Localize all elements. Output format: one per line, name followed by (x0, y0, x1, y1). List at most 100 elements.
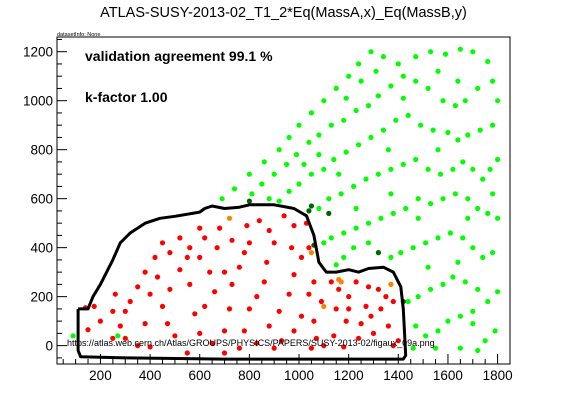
excluded-point (187, 245, 193, 251)
allowed-point (490, 191, 496, 197)
allowed-point (346, 73, 352, 79)
excluded-point (110, 308, 116, 314)
excluded-point (390, 298, 396, 305)
x-tick-label: 1600 (433, 368, 463, 383)
plot-frame (56, 36, 511, 365)
y-tick-label: 0 (45, 339, 53, 354)
excluded-point (266, 227, 272, 234)
allowed-point (259, 181, 265, 187)
excluded-point (167, 286, 173, 292)
allowed-point (356, 142, 362, 148)
allowed-point (400, 161, 406, 167)
allowed-point (455, 137, 461, 143)
allowed-point (284, 161, 290, 167)
allowed-point (423, 333, 429, 339)
excluded-point (321, 343, 327, 349)
allowed-point (385, 147, 391, 153)
allowed-point (326, 196, 332, 202)
excluded-point (313, 335, 319, 341)
allowed-point (351, 183, 357, 189)
excluded-point (291, 223, 297, 229)
allowed-point (321, 240, 327, 246)
kfactor-annotation: k-factor 1.00 (85, 89, 168, 105)
excluded-point (276, 308, 282, 314)
allowed-point (475, 347, 481, 354)
excluded-point (378, 306, 384, 312)
excluded-point (221, 350, 228, 356)
allowed-point (452, 191, 458, 197)
allowed-point (475, 286, 481, 292)
excluded-point (291, 328, 297, 334)
allowed-point (465, 196, 471, 202)
allowed-point (437, 171, 444, 177)
allowed-point (413, 78, 419, 84)
allowed-point (485, 58, 491, 65)
excluded-point (197, 330, 203, 336)
allowed-point (425, 166, 431, 172)
excluded-point (167, 250, 173, 256)
excluded-point (346, 294, 352, 300)
excluded-point (395, 338, 401, 344)
y-tick-label: 200 (30, 290, 53, 305)
allowed-point (231, 186, 238, 192)
allowed-point (321, 166, 327, 172)
allowed-point (333, 85, 339, 91)
allowed-point (115, 333, 121, 339)
excluded-point (207, 269, 213, 275)
excluded-point (261, 279, 267, 285)
allowed-point (445, 129, 451, 136)
allowed-point (470, 308, 476, 314)
allowed-point (321, 98, 327, 104)
excluded-point (311, 318, 317, 324)
excluded-point (358, 321, 364, 327)
excluded-point (221, 328, 228, 334)
excluded-point (308, 345, 314, 351)
allowed-point (455, 259, 461, 265)
allowed_border-point (306, 208, 312, 214)
excluded-point (343, 318, 349, 324)
excluded-point (177, 235, 183, 241)
excluded-point (281, 213, 287, 219)
excluded-point (212, 289, 218, 295)
excluded-point (221, 269, 228, 275)
allowed-point (450, 274, 456, 280)
excluded-point (346, 306, 352, 312)
allowed-point (490, 122, 496, 128)
excluded-point (256, 218, 262, 224)
allowed-point (333, 262, 339, 268)
allowed-point (353, 225, 359, 231)
allowed-point (308, 171, 314, 177)
data-points (70, 46, 501, 356)
allowed-point (368, 134, 374, 140)
excluded-point (135, 284, 141, 290)
excluded_border-point (388, 281, 394, 287)
allowed-point (410, 345, 416, 351)
allowed-point (423, 240, 429, 246)
excluded-point (306, 291, 312, 297)
excluded-point (328, 279, 334, 285)
x-tick-label: 1000 (284, 368, 314, 383)
allowed-point (445, 318, 451, 324)
allowed-point (455, 78, 461, 84)
allowed-point (328, 122, 334, 128)
allowed-point (495, 98, 501, 104)
excluded-point (375, 286, 381, 292)
excluded-point (202, 235, 208, 241)
excluded-point (142, 321, 148, 327)
excluded-point (164, 321, 171, 327)
excluded-point (217, 225, 223, 231)
allowed-point (415, 196, 421, 202)
excluded-point (241, 328, 247, 334)
allowed-point (480, 254, 486, 260)
excluded-point (97, 318, 103, 324)
allowed-point (373, 68, 379, 74)
allowed-point (293, 152, 300, 158)
allowed-point (400, 73, 406, 79)
allowed-point (425, 264, 431, 270)
excluded-point (279, 338, 285, 344)
allowed_border-point (246, 198, 252, 204)
allowed-point (316, 152, 322, 158)
excluded-point (318, 298, 324, 305)
allowed_border-point (375, 250, 381, 256)
allowed-point (462, 279, 468, 285)
